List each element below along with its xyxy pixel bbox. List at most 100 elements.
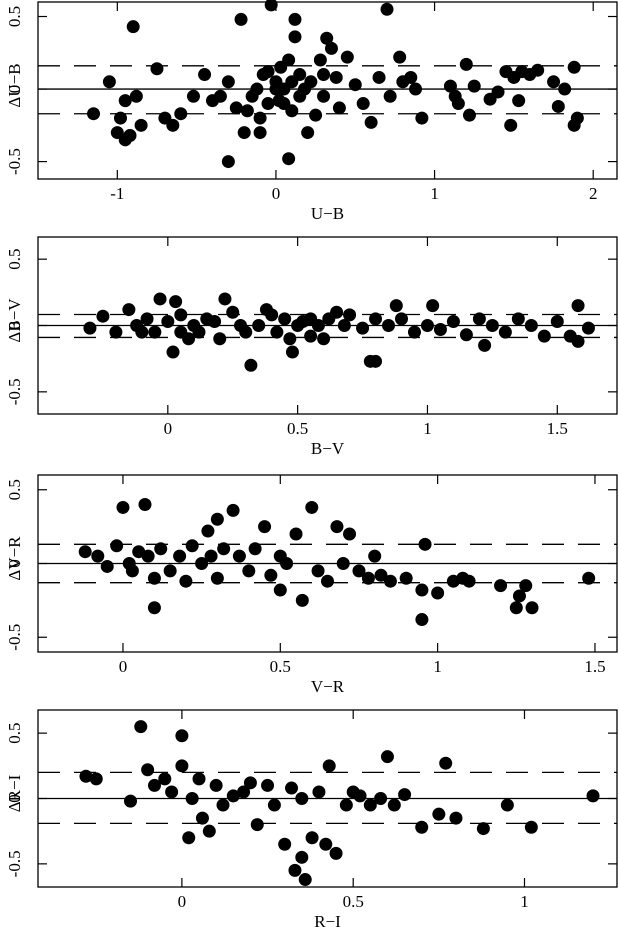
data-point: [304, 329, 318, 343]
data-point: [418, 537, 432, 551]
x-tick-label: 1: [430, 184, 439, 203]
data-point: [237, 126, 251, 140]
data-point: [394, 312, 408, 326]
data-point: [472, 312, 486, 326]
data-point: [451, 97, 465, 111]
data-point: [462, 108, 476, 122]
data-point: [322, 759, 336, 773]
y-axis-label: ΔV−R: [5, 536, 24, 581]
data-point: [343, 527, 357, 541]
data-point: [226, 305, 240, 319]
data-point: [195, 557, 209, 570]
data-point: [209, 778, 223, 792]
data-point: [273, 583, 287, 597]
data-point: [135, 325, 149, 339]
data-point: [201, 524, 215, 538]
x-tick-label: 1: [423, 419, 432, 438]
data-point: [570, 111, 584, 125]
data-point: [278, 312, 292, 326]
data-point: [147, 571, 161, 585]
data-point: [174, 107, 188, 121]
data-point: [129, 89, 143, 103]
y-axis-label: ΔR−I: [5, 774, 24, 812]
data-point: [459, 57, 473, 71]
data-point: [415, 111, 429, 125]
data-point: [547, 75, 561, 89]
data-point: [264, 0, 278, 12]
data-point: [229, 101, 243, 115]
data-point: [571, 334, 585, 348]
data-point: [343, 308, 357, 322]
y-axis-label: ΔU−B: [5, 63, 24, 107]
data-point: [226, 503, 240, 517]
data-point: [382, 319, 396, 332]
data-point: [147, 601, 161, 615]
y-tick-label: -0.5: [5, 148, 24, 175]
x-tick-label: 0.5: [343, 892, 364, 911]
data-point: [332, 101, 346, 115]
data-point: [288, 30, 302, 44]
data-point: [248, 542, 262, 556]
data-point: [389, 299, 403, 313]
data-point: [258, 520, 272, 534]
data-point: [195, 811, 209, 825]
data-point: [158, 772, 172, 786]
data-point: [218, 292, 232, 306]
data-point: [380, 750, 394, 764]
data-point: [504, 118, 518, 132]
data-point: [289, 527, 303, 541]
data-point: [96, 309, 110, 323]
data-point: [485, 319, 499, 332]
data-point: [407, 325, 421, 339]
data-point: [432, 807, 446, 821]
data-point: [295, 792, 309, 805]
data-point: [116, 500, 130, 514]
data-point: [232, 549, 246, 563]
data-point: [567, 60, 581, 74]
data-point: [312, 785, 326, 799]
data-point: [185, 539, 199, 553]
data-point: [166, 345, 180, 359]
x-tick-label: 1.5: [584, 657, 605, 676]
data-point: [320, 31, 334, 45]
data-point: [374, 792, 388, 805]
data-point: [374, 568, 388, 582]
data-point: [210, 571, 224, 585]
data-point: [581, 321, 595, 335]
data-point: [446, 315, 460, 329]
data-point: [202, 824, 216, 838]
data-point: [242, 564, 256, 578]
data-point: [512, 589, 526, 603]
data-point: [226, 789, 240, 803]
x-tick-label: 0: [178, 892, 187, 911]
data-point: [154, 542, 168, 556]
data-point: [83, 321, 97, 335]
data-point: [182, 831, 196, 845]
data-point: [524, 319, 538, 332]
data-point: [404, 70, 418, 84]
data-point: [79, 769, 93, 783]
data-point: [337, 319, 351, 332]
data-point: [512, 94, 526, 108]
data-point: [283, 332, 297, 346]
data-point: [295, 850, 309, 864]
data-point: [309, 108, 323, 122]
data-point: [348, 78, 362, 92]
data-point: [409, 82, 423, 96]
data-point: [174, 308, 188, 322]
data-point: [324, 41, 338, 55]
data-point: [150, 62, 164, 76]
data-point: [278, 837, 292, 851]
data-point: [558, 82, 572, 96]
data-point: [126, 20, 140, 34]
data-point: [173, 549, 187, 563]
data-point: [78, 545, 92, 559]
data-point: [329, 70, 343, 84]
data-point: [361, 571, 375, 585]
data-point: [301, 126, 315, 140]
y-tick-label: 0.5: [5, 249, 24, 270]
data-point: [329, 846, 343, 860]
data-point: [311, 564, 325, 578]
